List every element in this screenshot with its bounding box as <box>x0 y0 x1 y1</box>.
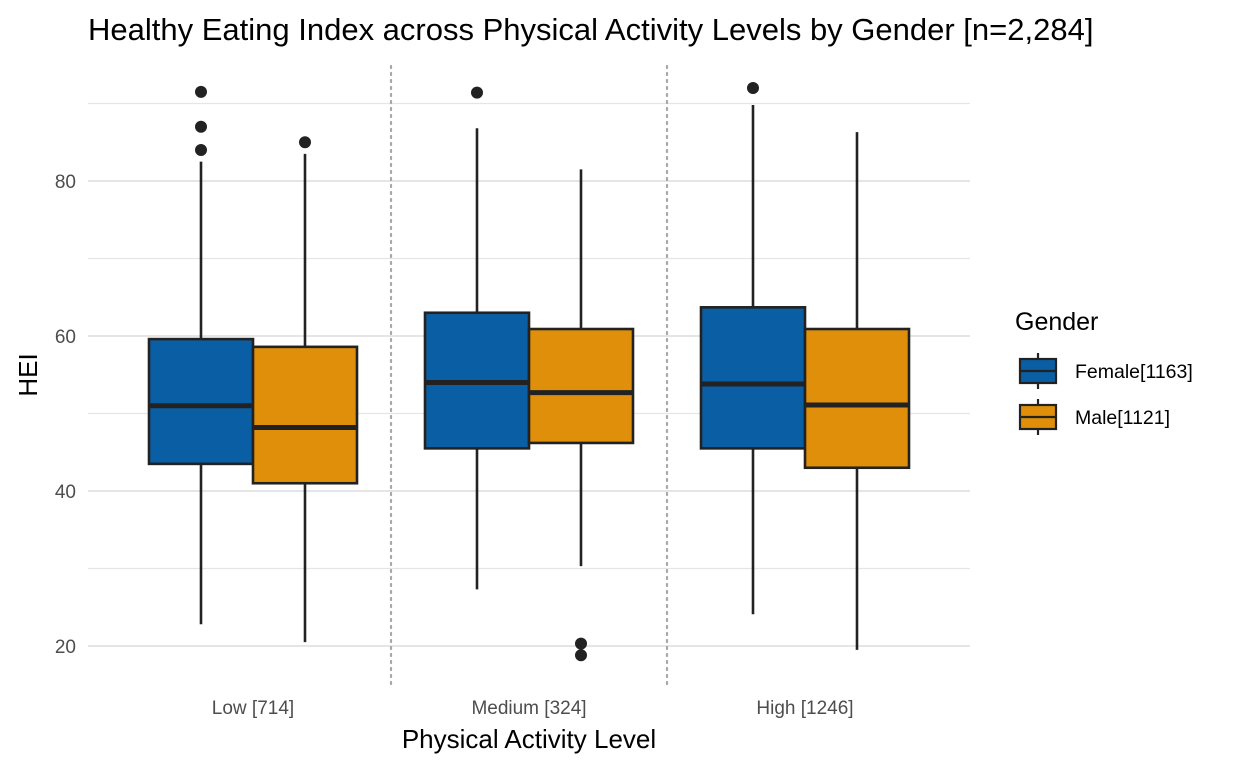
y-axis-ticks: 20 40 60 80 <box>55 172 76 658</box>
y-axis-title: HEI <box>13 353 43 396</box>
legend-item: Female[1163] <box>1018 353 1193 389</box>
y-tick-label: 80 <box>55 172 76 193</box>
x-tick-label: High [1246] <box>756 698 853 719</box>
legend-title: Gender <box>1015 308 1098 336</box>
y-tick-label: 20 <box>55 637 76 658</box>
outlier-point <box>195 144 207 156</box>
y-tick-label: 60 <box>55 327 76 348</box>
legend: Gender Female[1163] Male[1121] <box>1015 308 1193 435</box>
box-male <box>251 136 359 643</box>
legend-item: Male[1121] <box>1018 399 1170 435</box>
box-female <box>699 82 807 615</box>
group-separators <box>389 64 669 688</box>
box-female <box>147 85 255 625</box>
outlier-point <box>575 637 587 650</box>
outlier-point <box>575 649 587 662</box>
iqr-box <box>147 337 255 466</box>
iqr-box <box>251 345 359 485</box>
chart-title: Healthy Eating Index across Physical Act… <box>88 12 1093 47</box>
box-male <box>527 169 635 662</box>
iqr-box <box>527 327 635 445</box>
box-male <box>803 132 911 650</box>
iqr-box <box>699 306 807 450</box>
outlier-point <box>747 82 759 94</box>
outlier-point <box>195 85 207 98</box>
boxes <box>147 82 911 662</box>
box-female <box>423 86 531 590</box>
legend-label: Female[1163] <box>1075 361 1193 383</box>
outlier-point <box>195 120 207 133</box>
x-axis-title: Physical Activity Level <box>402 724 656 754</box>
x-tick-label: Low [714] <box>212 698 294 719</box>
legend-label: Male[1121] <box>1075 407 1170 429</box>
outlier-point <box>299 136 311 149</box>
x-axis-ticks: Low [714] Medium [324] High [1246] <box>212 698 854 719</box>
x-tick-label: Medium [324] <box>471 698 586 719</box>
y-tick-label: 40 <box>55 482 76 503</box>
iqr-box <box>803 327 911 470</box>
outlier-point <box>471 86 483 99</box>
